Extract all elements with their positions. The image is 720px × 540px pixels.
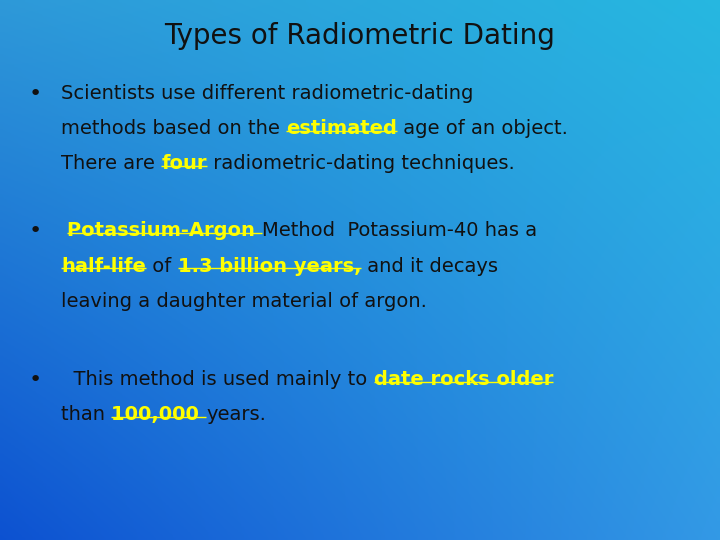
Text: four: four	[161, 154, 207, 173]
Text: methods based on the: methods based on the	[61, 119, 287, 138]
Text: of: of	[146, 256, 178, 275]
Text: years.: years.	[206, 405, 266, 424]
Text: estimated: estimated	[287, 119, 397, 138]
Text: Potassium-Argon: Potassium-Argon	[68, 221, 262, 240]
Text: •: •	[29, 370, 42, 390]
Text: age of an object.: age of an object.	[397, 119, 568, 138]
Text: 1.3 billion years,: 1.3 billion years,	[178, 256, 361, 275]
Text: date rocks older: date rocks older	[374, 370, 553, 389]
Text: half-life: half-life	[61, 256, 146, 275]
Text: 100,000: 100,000	[112, 405, 206, 424]
Text: Method  Potassium-40 has a: Method Potassium-40 has a	[262, 221, 537, 240]
Text: There are: There are	[61, 154, 161, 173]
Text: than: than	[61, 405, 112, 424]
Text: Types of Radiometric Dating: Types of Radiometric Dating	[165, 22, 555, 50]
Text: •: •	[29, 84, 42, 104]
Text: Scientists use different radiometric-dating: Scientists use different radiometric-dat…	[61, 84, 474, 103]
Text: This method is used mainly to: This method is used mainly to	[61, 370, 374, 389]
Text: •: •	[29, 221, 42, 241]
Text: leaving a daughter material of argon.: leaving a daughter material of argon.	[61, 292, 427, 310]
Text: and it decays: and it decays	[361, 256, 498, 275]
Text: radiometric-dating techniques.: radiometric-dating techniques.	[207, 154, 515, 173]
